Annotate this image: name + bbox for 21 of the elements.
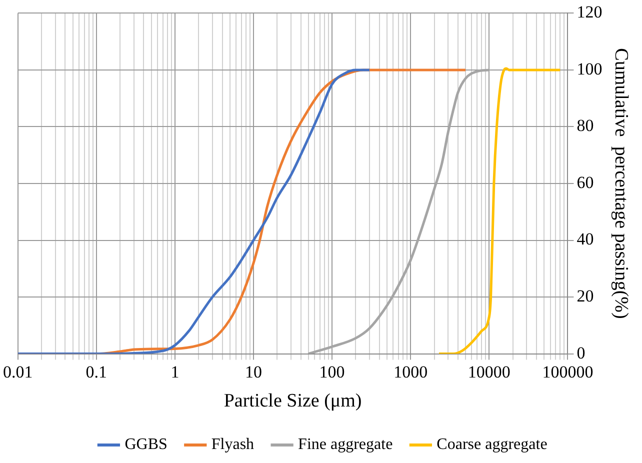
x-tick-label: 0.01 (3, 362, 33, 382)
y-tick-label: 0 (576, 343, 586, 362)
x-tick-label: 1 (170, 362, 180, 382)
y-axis-title: Cumulative percentage passing(%) (610, 48, 632, 319)
legend-label: Coarse aggregate (436, 436, 548, 454)
legend-label: Flyash (211, 436, 254, 454)
x-tick-label: 10000 (468, 362, 510, 382)
legend-label: Fine aggregate (298, 436, 393, 454)
x-tick-label: 100 (319, 362, 345, 382)
x-tick-label: 100000 (542, 362, 594, 382)
x-tick-label: 1000 (394, 362, 428, 382)
x-tick-label: 10 (245, 362, 262, 382)
y-tick-label: 80 (576, 116, 594, 136)
x-axis-title: Particle Size (μm) (224, 390, 362, 412)
y-tick-label: 20 (576, 286, 594, 306)
y-tick-label: 120 (576, 2, 602, 22)
y-tick-label: 60 (576, 172, 594, 192)
y-tick-label: 100 (576, 59, 602, 78)
x-tick-label: 0.1 (86, 362, 108, 382)
y-tick-label: 40 (576, 230, 594, 249)
legend-label: GGBS (124, 436, 168, 454)
